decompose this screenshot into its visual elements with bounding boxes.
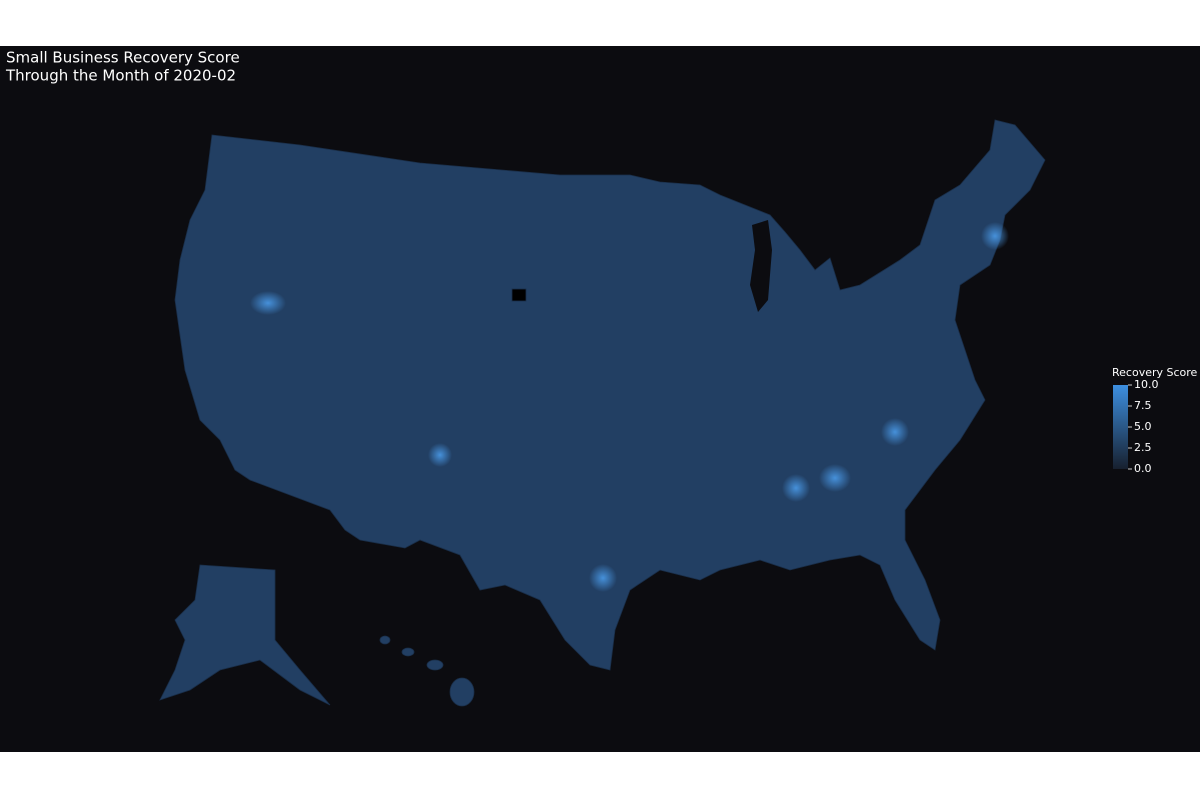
missing-county — [511, 288, 527, 302]
colorbar-title: Recovery Score — [1112, 366, 1198, 379]
hawaii — [426, 659, 444, 671]
hotspot — [782, 474, 810, 502]
hawaii — [401, 647, 415, 657]
colorbar-tick-label: 10.0 — [1134, 378, 1159, 391]
map — [159, 119, 1046, 707]
alaska — [159, 564, 331, 706]
hotspot — [250, 291, 286, 315]
hotspot — [428, 443, 452, 467]
hawaii — [379, 635, 391, 645]
colorbar-tick-label: 0.0 — [1134, 462, 1152, 475]
hotspot — [881, 418, 909, 446]
hotspot — [819, 464, 851, 492]
hotspots — [250, 222, 1009, 592]
chart-title: Small Business Recovery Score — [6, 49, 240, 67]
colorbar-tick-label: 2.5 — [1134, 441, 1152, 454]
hawaii — [449, 677, 475, 707]
hotspot — [589, 564, 617, 592]
colorbar-tick-label: 5.0 — [1134, 420, 1152, 433]
hotspot — [981, 222, 1009, 250]
lake-michigan — [750, 220, 772, 312]
chart-subtitle: Through the Month of 2020-02 — [5, 67, 236, 85]
colorbar-tick-label: 7.5 — [1134, 399, 1152, 412]
colorbar — [1113, 385, 1128, 469]
contiguous-us — [174, 119, 1046, 671]
